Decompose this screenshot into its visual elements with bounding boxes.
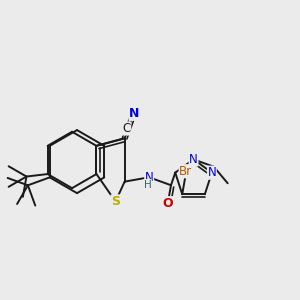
Text: O: O xyxy=(163,197,173,210)
Text: N: N xyxy=(129,107,140,120)
Text: Br: Br xyxy=(179,165,192,178)
Text: N: N xyxy=(145,171,154,184)
Text: S: S xyxy=(111,195,120,208)
Text: N: N xyxy=(208,166,216,179)
Text: C: C xyxy=(122,122,131,135)
Text: H: H xyxy=(144,180,152,190)
Text: N: N xyxy=(189,153,198,166)
